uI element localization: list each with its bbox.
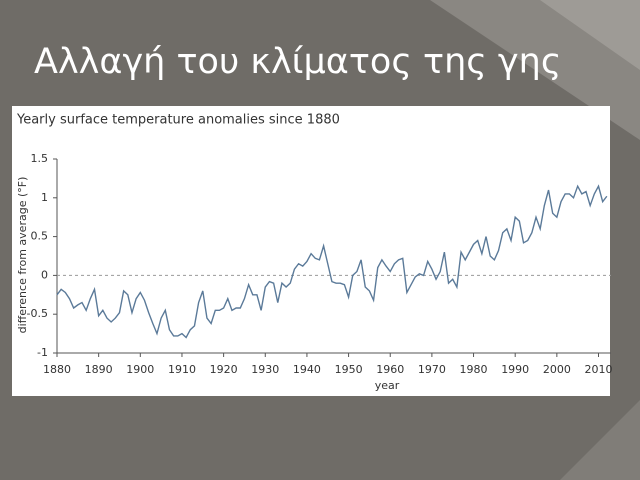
x-tick-label: 1990 bbox=[501, 363, 529, 376]
y-tick-label: 1.5 bbox=[31, 152, 49, 165]
x-axis-label: year bbox=[375, 379, 400, 392]
x-tick-label: 1980 bbox=[460, 363, 488, 376]
y-tick-label: -0.5 bbox=[27, 307, 48, 320]
x-tick-label: 1950 bbox=[335, 363, 363, 376]
x-tick-label: 1890 bbox=[85, 363, 113, 376]
x-tick-label: 1970 bbox=[418, 363, 446, 376]
chart-title: Yearly surface temperature anomalies sin… bbox=[16, 113, 340, 128]
x-tick-label: 1940 bbox=[293, 363, 321, 376]
decor-shape bbox=[430, 0, 640, 140]
y-axis-label: difference from average (°F) bbox=[16, 177, 29, 334]
x-tick-label: 1900 bbox=[126, 363, 154, 376]
x-tick-label: 1880 bbox=[43, 363, 71, 376]
decor-shape bbox=[540, 0, 640, 70]
x-tick-label: 2000 bbox=[543, 363, 571, 376]
y-tick-label: 0 bbox=[41, 268, 48, 281]
chart-panel bbox=[12, 106, 610, 396]
y-tick-label: -1 bbox=[37, 346, 48, 359]
decor-shape bbox=[560, 400, 640, 480]
x-tick-label: 1910 bbox=[168, 363, 196, 376]
x-tick-label: 2010 bbox=[585, 363, 613, 376]
x-tick-label: 1960 bbox=[376, 363, 404, 376]
data-line bbox=[56, 184, 608, 339]
y-tick-label: 1 bbox=[41, 191, 48, 204]
slide-title: Αλλαγή του κλίματος της γης bbox=[34, 42, 561, 82]
x-tick-label: 1920 bbox=[210, 363, 238, 376]
plot-area: 1.5 1 0.5 0 -0.5 -1 1880 1890 1900 1910 1920 1930 19… bbox=[27, 152, 613, 376]
y-tick-label: 0.5 bbox=[31, 230, 49, 243]
x-tick-label: 1930 bbox=[251, 363, 279, 376]
